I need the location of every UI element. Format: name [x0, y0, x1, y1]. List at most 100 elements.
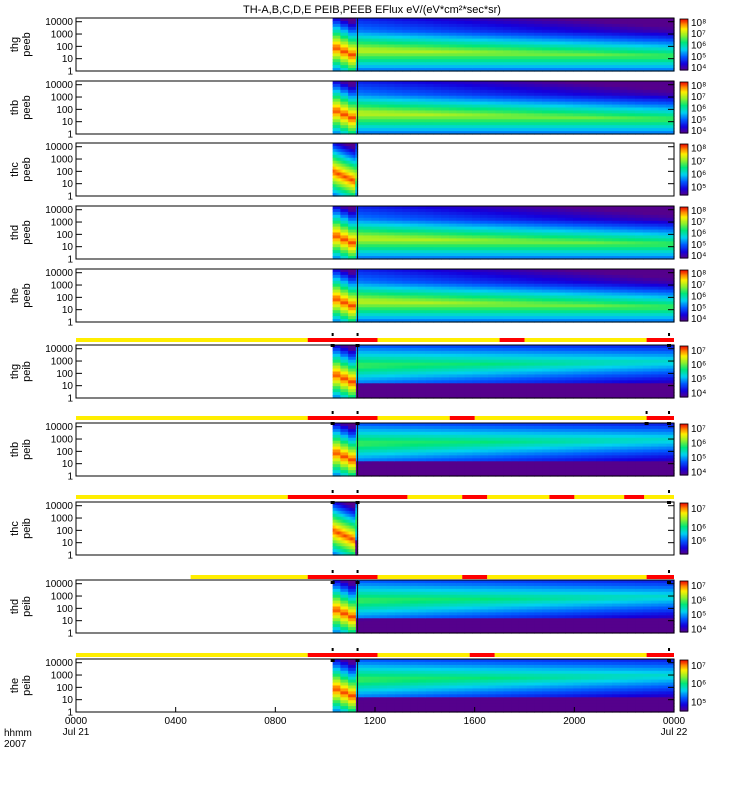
- heatmap-cell: [650, 359, 660, 364]
- heatmap-cell: [580, 389, 590, 393]
- heatmap-cell: [642, 217, 652, 222]
- heatmap-cell: [542, 41, 551, 46]
- heatmap-cell: [480, 368, 489, 373]
- heatmap-cell: [464, 316, 473, 320]
- heatmap-cell: [425, 244, 435, 248]
- heatmap-cell: [511, 223, 520, 228]
- heatmap-cell: [518, 95, 528, 100]
- heatmap-cell: [642, 38, 652, 43]
- heatmap-cell: [386, 383, 396, 387]
- heatmap-cell: [549, 256, 559, 260]
- heatmap-cell: [472, 283, 481, 288]
- heatmap-cell: [456, 116, 466, 120]
- heatmap-cell: [627, 345, 636, 349]
- heatmap-cell: [588, 377, 598, 381]
- heatmap-cell: [573, 18, 582, 22]
- heatmap-cell: [348, 374, 357, 378]
- heatmap-cell: [580, 235, 590, 239]
- heatmap-cell: [386, 220, 396, 225]
- heatmap-cell: [549, 92, 559, 97]
- heatmap-cell: [394, 81, 404, 85]
- heatmap-cell: [363, 128, 373, 132]
- heatmap-cell: [611, 307, 621, 311]
- heatmap-cell: [394, 347, 404, 352]
- heatmap-cell: [449, 29, 458, 34]
- heatmap-cell: [565, 101, 574, 106]
- heatmap-cell: [433, 217, 442, 222]
- heatmap-cell: [573, 101, 582, 106]
- heatmap-cell: [410, 295, 419, 300]
- heatmap-cell: [666, 18, 675, 22]
- heatmap-cell: [425, 128, 435, 132]
- heatmap-cell: [495, 211, 504, 216]
- heatmap-cell: [355, 95, 365, 100]
- heatmap-cell: [642, 229, 652, 234]
- heatmap-cell: [480, 347, 489, 352]
- heatmap-cell: [549, 356, 559, 361]
- heatmap-cell: [441, 86, 450, 91]
- heatmap-cell: [565, 92, 574, 97]
- heatmap-cell: [534, 313, 543, 317]
- heatmap-cell: [472, 59, 481, 63]
- heatmap-cell: [658, 362, 667, 367]
- heatmap-cell: [619, 395, 629, 399]
- heatmap-cell: [363, 253, 373, 257]
- heatmap-cell: [503, 298, 512, 302]
- heatmap-cell: [363, 217, 373, 222]
- heatmap-cell: [464, 53, 473, 57]
- heatmap-cell: [573, 26, 582, 31]
- heatmap-cell: [348, 473, 357, 477]
- heatmap-cell: [666, 350, 675, 355]
- heatmap-cell: [348, 29, 357, 34]
- heatmap-cell: [666, 125, 675, 129]
- heatmap-cell: [580, 41, 590, 46]
- heatmap-cell: [580, 353, 590, 358]
- heatmap-cell: [425, 44, 435, 49]
- heatmap-cell: [472, 128, 481, 132]
- heatmap-cell: [526, 86, 535, 91]
- heatmap-cell: [573, 392, 582, 396]
- heatmap-cell: [557, 386, 566, 390]
- heatmap-cell: [495, 220, 504, 225]
- heatmap-cell: [604, 89, 613, 94]
- heatmap-cell: [394, 32, 404, 37]
- heatmap-cell: [371, 467, 380, 471]
- heatmap-cell: [611, 283, 621, 288]
- heatmap-cell: [549, 347, 559, 352]
- heatmap-cell: [363, 371, 373, 376]
- heatmap-cell: [355, 229, 365, 234]
- heatmap-cell: [658, 395, 667, 399]
- heatmap-cell: [332, 217, 341, 222]
- heatmap-cell: [635, 244, 644, 248]
- heatmap-cell: [588, 53, 598, 57]
- heatmap-cell: [363, 98, 373, 103]
- heatmap-cell: [332, 116, 341, 120]
- heatmap-cell: [549, 271, 559, 276]
- heatmap-cell: [542, 217, 551, 222]
- heatmap-cell: [542, 269, 551, 273]
- heatmap-cell: [542, 223, 551, 228]
- heatmap-cell: [379, 113, 388, 117]
- heatmap-cell: [611, 250, 621, 254]
- heatmap-cell: [635, 81, 644, 85]
- heatmap-cell: [394, 353, 404, 358]
- heatmap-cell: [526, 286, 535, 291]
- heatmap-cell: [355, 365, 365, 370]
- heatmap-cell: [487, 280, 497, 285]
- heatmap-cell: [549, 247, 559, 251]
- heatmap-cell: [619, 232, 629, 237]
- heatmap-cell: [340, 50, 349, 54]
- heatmap-cell: [441, 253, 450, 257]
- heatmap-cell: [402, 269, 411, 273]
- heatmap-cell: [611, 110, 621, 114]
- heatmap-cell: [495, 289, 504, 294]
- heatmap-cell: [472, 113, 481, 117]
- heatmap-cell: [642, 380, 652, 384]
- heatmap-cell: [503, 220, 512, 225]
- heatmap-cell: [518, 274, 528, 279]
- heatmap-cell: [371, 214, 380, 219]
- heatmap-cell: [441, 256, 450, 260]
- heatmap-cell: [456, 368, 466, 373]
- heatmap-cell: [348, 122, 357, 126]
- heatmap-cell: [363, 107, 373, 112]
